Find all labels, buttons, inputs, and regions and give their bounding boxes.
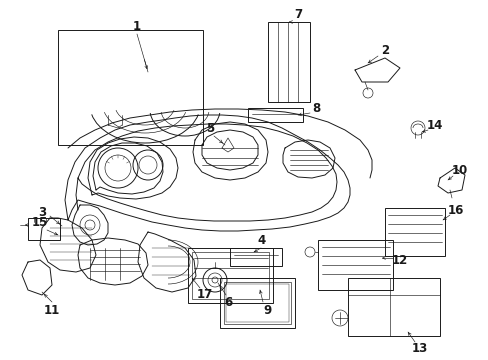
Text: 11: 11 [44, 303, 60, 316]
Bar [384, 208, 444, 256]
Bar [192, 252, 268, 299]
Bar [229, 248, 282, 266]
Bar [58, 30, 203, 145]
Text: 7: 7 [293, 8, 302, 21]
Bar [317, 240, 392, 290]
Text: 12: 12 [391, 253, 407, 266]
Text: 9: 9 [264, 303, 271, 316]
Text: 15: 15 [32, 216, 48, 229]
Text: 8: 8 [311, 102, 320, 114]
Text: 2: 2 [380, 44, 388, 57]
Text: 14: 14 [426, 118, 442, 131]
Bar [347, 278, 439, 336]
Text: 4: 4 [257, 234, 265, 247]
Text: 6: 6 [224, 296, 232, 309]
Text: 16: 16 [447, 203, 463, 216]
Bar [267, 22, 309, 102]
Bar [28, 218, 60, 240]
Text: 5: 5 [205, 122, 214, 135]
Bar [224, 282, 290, 324]
Text: 1: 1 [133, 19, 141, 32]
Bar [220, 278, 294, 328]
Bar [225, 284, 288, 322]
Text: 17: 17 [197, 288, 213, 302]
Bar [187, 248, 272, 303]
Text: 10: 10 [451, 163, 467, 176]
Text: 13: 13 [411, 342, 427, 355]
Bar [247, 108, 303, 122]
Text: 3: 3 [38, 206, 46, 219]
